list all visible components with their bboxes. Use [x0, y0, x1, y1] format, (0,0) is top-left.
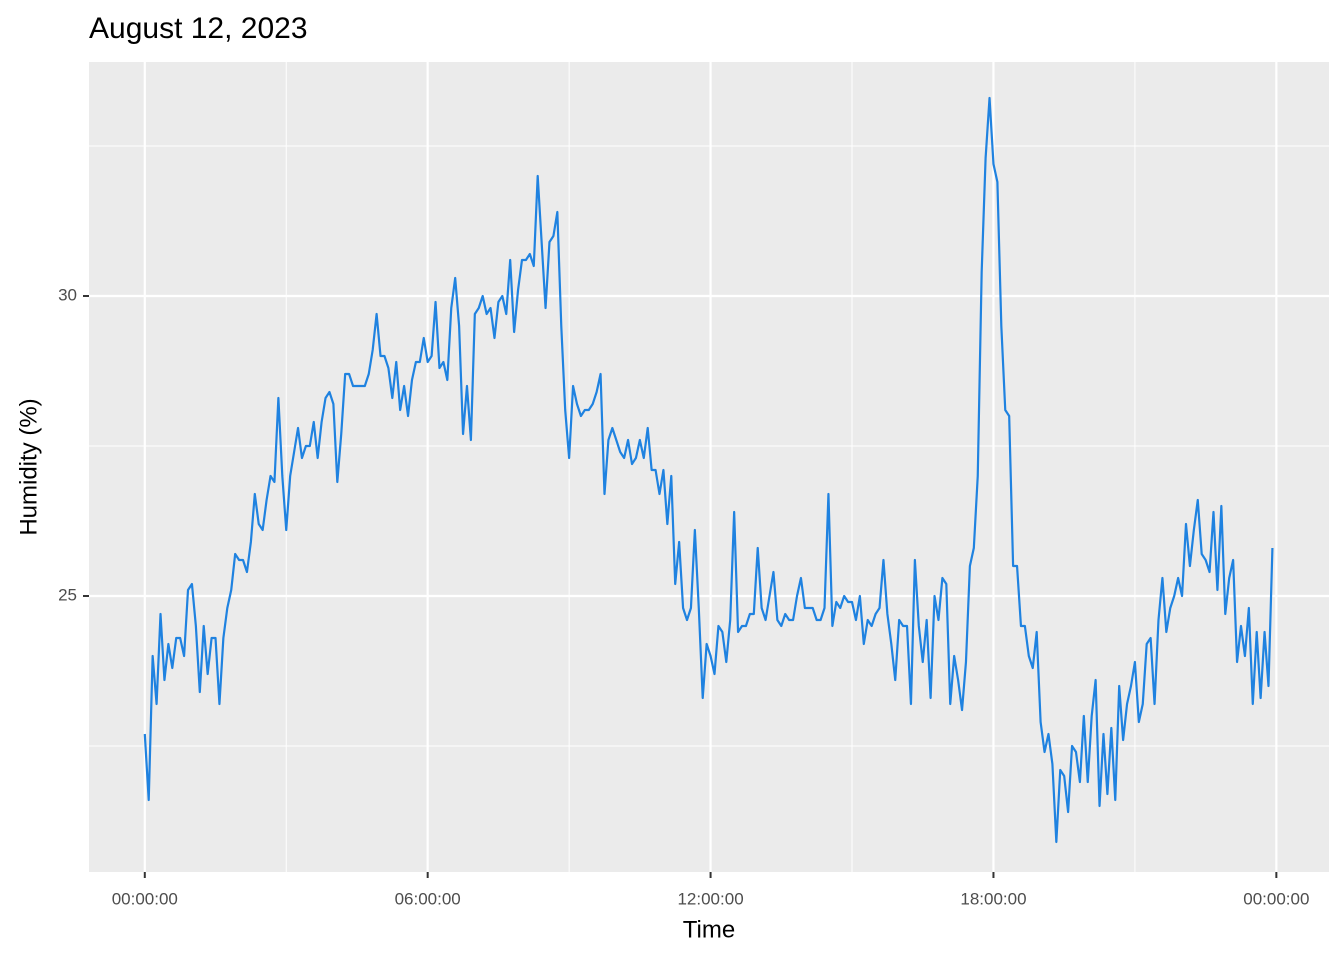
x-axis-title: Time	[683, 916, 735, 943]
chart-title: August 12, 2023	[89, 12, 308, 45]
x-tick-label: 06:00:00	[395, 889, 461, 908]
marks	[143, 96, 1274, 844]
x-tick-label: 18:00:00	[960, 889, 1026, 908]
y-tick-label: 30	[58, 285, 77, 304]
x-tick-label: 12:00:00	[677, 889, 743, 908]
x-tick-label: 00:00:00	[1243, 889, 1309, 908]
grid	[89, 62, 1329, 872]
y-axis-title: Humidity (%)	[15, 398, 42, 535]
x-tick-label: 00:00:00	[112, 889, 178, 908]
data-line	[143, 96, 1274, 844]
y-tick-label: 25	[58, 585, 77, 604]
